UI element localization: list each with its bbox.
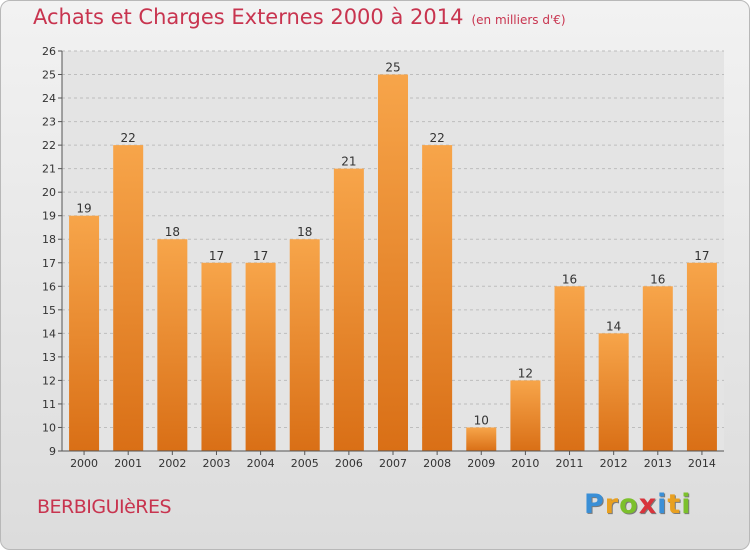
x-tick-label: 2010 [511, 457, 539, 470]
bar [378, 74, 408, 451]
y-tick-label: 12 [42, 374, 56, 387]
x-tick-label: 2007 [379, 457, 407, 470]
y-tick-label: 23 [42, 116, 56, 129]
x-axis-labels: 2000 2001 2002 2003 2004 2005 2006 2007 2008 2009… [70, 451, 716, 470]
y-tick-label: 9 [49, 445, 56, 458]
y-tick-label: 14 [42, 327, 56, 340]
x-tick-label: 2006 [335, 457, 363, 470]
x-tick-label: 2012 [600, 457, 628, 470]
bar-value-label: 16 [562, 272, 577, 286]
y-tick-label: 22 [42, 139, 56, 152]
y-tick-label: 19 [42, 210, 56, 223]
y-tick-label: 18 [42, 233, 56, 246]
bar-value-label: 21 [341, 155, 356, 169]
bar [69, 215, 100, 451]
bar [245, 262, 276, 451]
chart-title: Achats et Charges Externes 2000 à 2014 (e… [33, 5, 566, 29]
bar-value-label: 18 [165, 225, 180, 239]
y-tick-label: 15 [42, 304, 56, 317]
y-axis-ticks: 9 10 11 12 13 14 15 16 17 18 19 20 21 22 23 24 25 26 [42, 45, 62, 458]
x-tick-label: 2003 [202, 457, 230, 470]
x-tick-label: 2000 [70, 457, 98, 470]
bar [157, 239, 188, 451]
bar [554, 286, 585, 451]
bar-value-label: 10 [474, 413, 489, 427]
proxiti-logo[interactable]: Proxiti [584, 489, 692, 520]
y-tick-label: 13 [42, 351, 56, 364]
bar-value-label: 14 [606, 319, 621, 333]
bar-value-label: 19 [76, 202, 91, 216]
logo-letter: x [638, 489, 658, 520]
logo-letter: r [604, 489, 620, 520]
x-tick-label: 2014 [688, 457, 716, 470]
logo-letter: t [667, 489, 682, 520]
bar-value-label: 25 [385, 61, 400, 75]
y-tick-label: 16 [42, 280, 56, 293]
x-tick-label: 2005 [291, 457, 319, 470]
bar [113, 145, 144, 451]
y-tick-label: 11 [42, 398, 56, 411]
y-tick-label: 10 [42, 421, 56, 434]
bar [598, 333, 629, 451]
bar-value-label: 18 [297, 225, 312, 239]
y-tick-label: 24 [42, 92, 56, 105]
bar [201, 262, 232, 451]
y-tick-label: 17 [42, 257, 56, 270]
bar-value-label: 17 [253, 249, 268, 263]
x-tick-label: 2008 [423, 457, 451, 470]
bar-value-label: 17 [694, 249, 709, 263]
x-tick-label: 2002 [158, 457, 186, 470]
bar-value-label: 17 [209, 249, 224, 263]
bar [466, 427, 497, 451]
bar-value-label: 22 [121, 131, 136, 145]
bars: 19 22 18 17 17 18 21 25 22 10 12 16 14 16 17 [69, 61, 717, 451]
x-tick-label: 2013 [644, 457, 672, 470]
bar [422, 145, 453, 451]
logo-letter: i [681, 489, 692, 520]
logo-letter: i [657, 489, 668, 520]
y-tick-label: 20 [42, 186, 56, 199]
x-tick-label: 2001 [114, 457, 142, 470]
bar-value-label: 22 [429, 131, 444, 145]
x-tick-label: 2009 [467, 457, 495, 470]
bar [686, 262, 717, 451]
y-tick-label: 25 [42, 69, 56, 82]
x-tick-label: 2004 [247, 457, 275, 470]
bar-value-label: 16 [650, 272, 665, 286]
y-tick-label: 21 [42, 163, 56, 176]
place-name: BERBIGUIèRES [37, 496, 172, 518]
logo-letter: P [584, 489, 605, 520]
logo-letter: o [619, 489, 639, 520]
bar [510, 380, 541, 451]
y-tick-label: 26 [42, 45, 56, 58]
chart-title-text: Achats et Charges Externes 2000 à 2014 [33, 5, 464, 29]
bar [642, 286, 673, 451]
chart-subtitle: (en milliers d'€) [471, 13, 566, 27]
bar [333, 168, 364, 451]
bar-value-label: 12 [518, 366, 533, 380]
bar [289, 239, 320, 451]
x-tick-label: 2011 [556, 457, 584, 470]
